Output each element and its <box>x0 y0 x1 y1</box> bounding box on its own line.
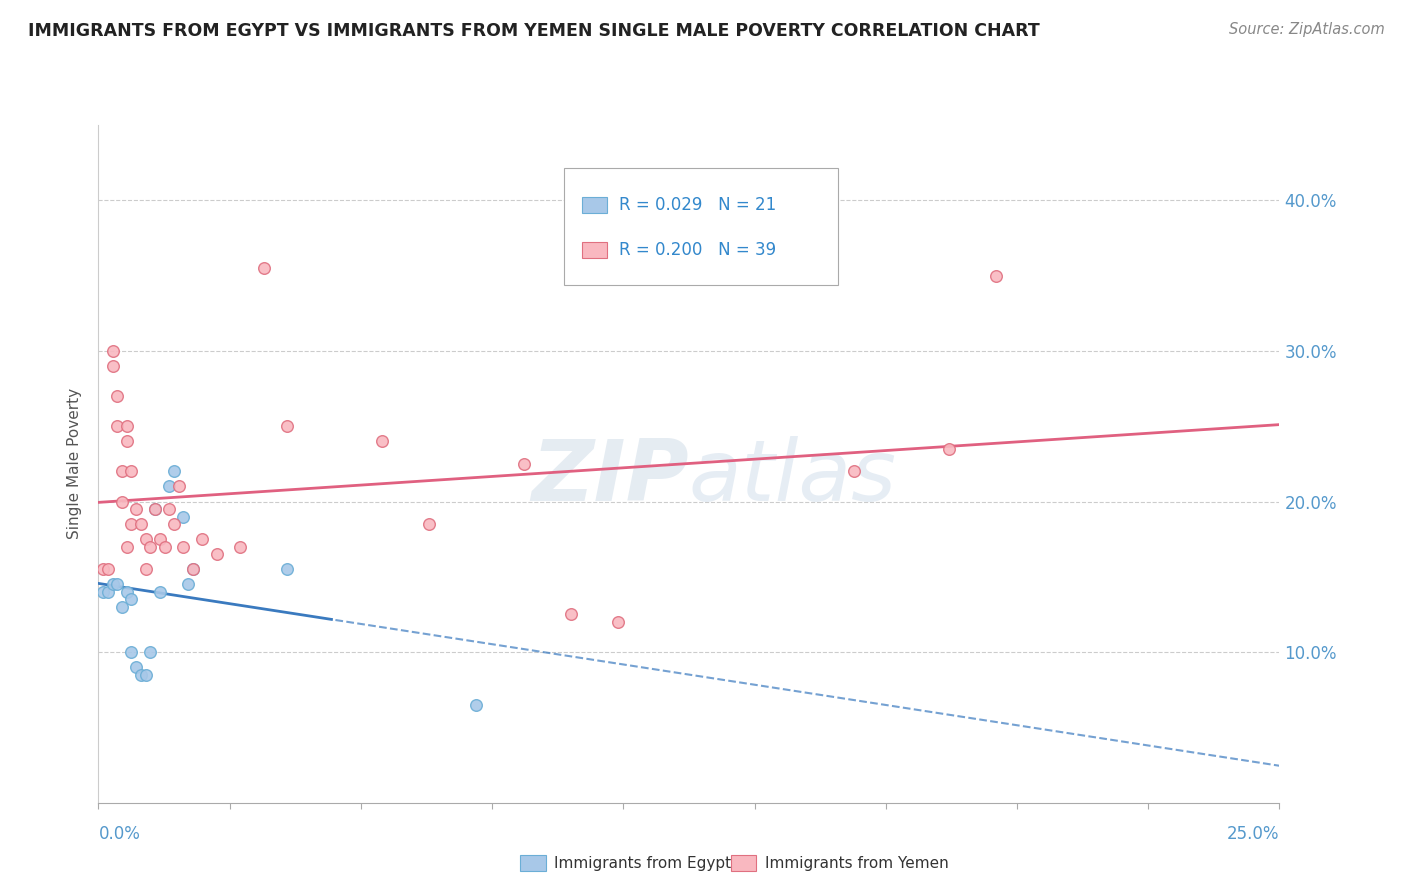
Text: R = 0.200   N = 39: R = 0.200 N = 39 <box>619 242 776 260</box>
Point <box>115 585 138 599</box>
Point <box>163 517 186 532</box>
Text: Immigrants from Egypt: Immigrants from Egypt <box>554 856 731 871</box>
Point <box>121 464 143 478</box>
Point <box>125 502 148 516</box>
Point <box>276 419 298 434</box>
Point <box>371 434 394 449</box>
Text: 25.0%: 25.0% <box>1227 825 1279 843</box>
Point <box>607 615 630 629</box>
Point <box>172 540 194 554</box>
Text: IMMIGRANTS FROM EGYPT VS IMMIGRANTS FROM YEMEN SINGLE MALE POVERTY CORRELATION C: IMMIGRANTS FROM EGYPT VS IMMIGRANTS FROM… <box>28 22 1040 40</box>
Point <box>512 457 534 471</box>
Point <box>163 464 186 478</box>
Text: atlas: atlas <box>689 436 897 519</box>
Text: ZIP: ZIP <box>531 436 689 519</box>
Point <box>465 698 488 712</box>
Point <box>139 645 162 659</box>
Point <box>177 577 200 591</box>
Point <box>938 442 960 456</box>
Point <box>149 532 172 546</box>
Point <box>129 517 152 532</box>
Point <box>149 585 172 599</box>
Point <box>143 502 166 516</box>
Text: R = 0.029   N = 21: R = 0.029 N = 21 <box>619 196 776 214</box>
Point <box>115 540 138 554</box>
Point <box>191 532 214 546</box>
Point <box>172 509 194 524</box>
Point <box>101 577 124 591</box>
Point <box>121 517 143 532</box>
Point <box>135 532 157 546</box>
Point <box>135 667 157 681</box>
Point <box>115 434 138 449</box>
Point <box>105 419 128 434</box>
Point <box>105 389 128 403</box>
Point <box>153 540 176 554</box>
Point <box>101 343 124 358</box>
Point <box>418 517 440 532</box>
Point <box>181 562 204 576</box>
Point <box>111 599 134 614</box>
Point <box>121 645 143 659</box>
Point <box>844 464 866 478</box>
Point <box>105 577 128 591</box>
Point <box>97 585 120 599</box>
Text: 0.0%: 0.0% <box>98 825 141 843</box>
Point <box>111 464 134 478</box>
Text: Immigrants from Yemen: Immigrants from Yemen <box>765 856 949 871</box>
Point <box>229 540 252 554</box>
Point <box>167 479 190 493</box>
Point <box>125 660 148 674</box>
Point <box>157 502 180 516</box>
Point <box>115 419 138 434</box>
Point <box>560 607 582 622</box>
Point <box>205 547 228 561</box>
Point <box>139 540 162 554</box>
Point <box>91 562 114 576</box>
Point <box>984 268 1007 283</box>
Point <box>157 479 180 493</box>
Point <box>97 562 120 576</box>
Text: Source: ZipAtlas.com: Source: ZipAtlas.com <box>1229 22 1385 37</box>
Point <box>129 667 152 681</box>
Point <box>181 562 204 576</box>
Point <box>143 502 166 516</box>
Point <box>253 260 276 275</box>
Point <box>91 585 114 599</box>
Point <box>135 562 157 576</box>
Y-axis label: Single Male Poverty: Single Male Poverty <box>67 388 83 540</box>
Point <box>121 592 143 607</box>
Point <box>111 494 134 508</box>
Point <box>101 359 124 373</box>
Point <box>276 562 298 576</box>
